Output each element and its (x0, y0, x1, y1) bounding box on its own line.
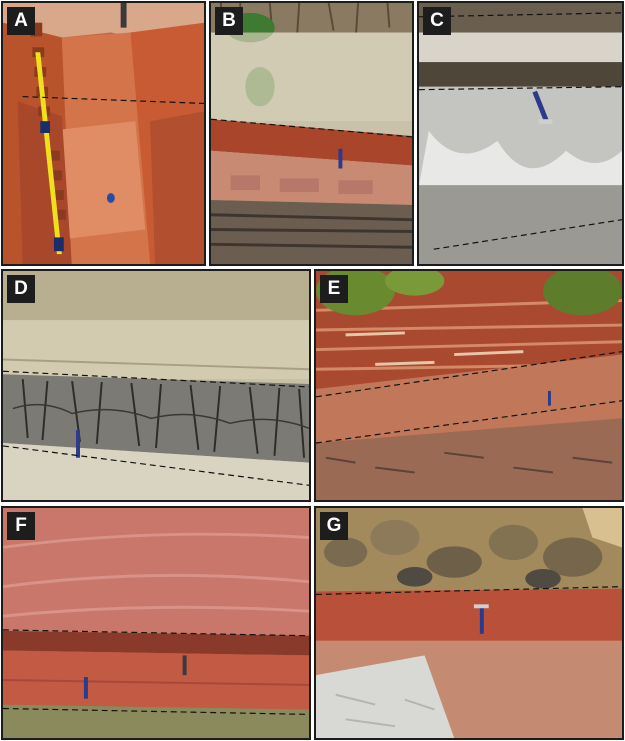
panel-c: C (417, 1, 624, 266)
photo-f (3, 508, 309, 738)
panel-e: E (314, 269, 624, 502)
panel-f: F (1, 506, 311, 740)
photo-a (3, 3, 204, 264)
photo-g (316, 508, 622, 738)
photo-d (3, 271, 309, 500)
photo-b (211, 3, 412, 264)
panel-d: D (1, 269, 311, 502)
panel-label-d: D (7, 275, 35, 303)
photo-e (316, 271, 622, 500)
panel-label-c: C (423, 7, 451, 35)
panel-a: A (1, 1, 206, 266)
panel-label-f: F (7, 512, 35, 540)
panel-label-b: B (215, 7, 243, 35)
panel-g: G (314, 506, 624, 740)
panel-label-a: A (7, 7, 35, 35)
panel-label-g: G (320, 512, 348, 540)
panel-label-e: E (320, 275, 348, 303)
panel-b: B (209, 1, 414, 266)
photo-c (419, 3, 622, 264)
